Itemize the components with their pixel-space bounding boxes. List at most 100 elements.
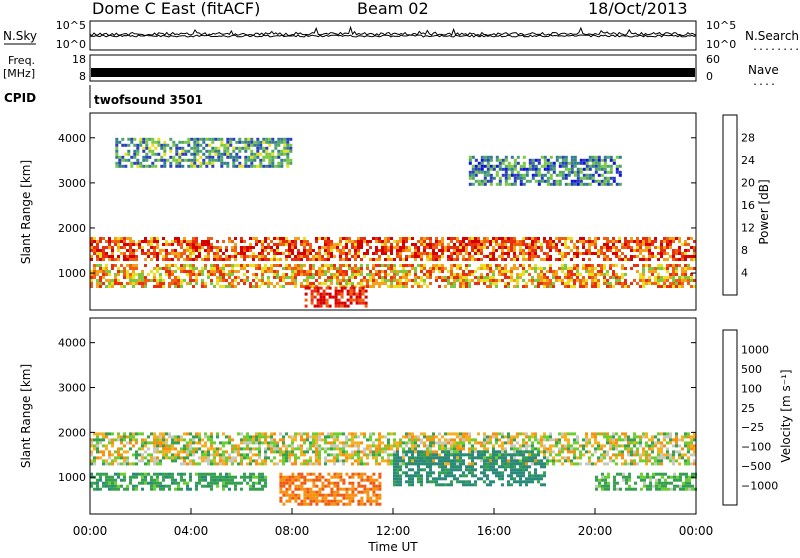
power-cell	[378, 276, 381, 279]
power-cell	[286, 156, 289, 159]
power-cell	[306, 249, 309, 252]
power-cell	[387, 267, 390, 270]
power-cell	[339, 237, 342, 240]
power-cell	[345, 282, 348, 285]
power-cell	[348, 279, 351, 282]
power-cell	[642, 243, 645, 246]
velocity-cell	[105, 432, 108, 435]
power-cell	[270, 246, 273, 249]
velocity-cell	[270, 459, 273, 462]
power-cell	[132, 279, 135, 282]
velocity-cell	[285, 476, 288, 479]
velocity-cell	[318, 476, 321, 479]
velocity-cell	[207, 462, 210, 465]
power-cell	[660, 243, 663, 246]
power-cell	[519, 249, 522, 252]
velocity-cell	[351, 485, 354, 488]
power-cell	[129, 252, 132, 255]
power-cell	[339, 264, 342, 267]
velocity-cell	[336, 503, 339, 506]
power-cell	[645, 246, 648, 249]
power-cell	[150, 270, 153, 273]
power-cell	[202, 147, 205, 150]
power-cell	[235, 159, 238, 162]
power-cell	[438, 243, 441, 246]
power-cell	[228, 270, 231, 273]
power-cell	[399, 237, 402, 240]
power-cell	[609, 282, 612, 285]
velocity-cell	[234, 485, 237, 488]
velocity-cell	[240, 453, 243, 456]
power-cell	[276, 273, 279, 276]
velocity-cell	[324, 494, 327, 497]
power-cell	[211, 150, 214, 153]
power-cell	[576, 249, 579, 252]
power-cell	[447, 243, 450, 246]
power-cell	[246, 255, 249, 258]
power-cell	[469, 177, 472, 180]
power-cell	[639, 240, 642, 243]
power-cell	[318, 273, 321, 276]
power-cell	[523, 162, 526, 165]
velocity-cell	[615, 462, 618, 465]
power-cell	[142, 138, 145, 141]
power-cell	[156, 255, 159, 258]
power-cell	[193, 156, 196, 159]
cpid-label: CPID	[4, 91, 36, 105]
velocity-cell	[390, 447, 393, 450]
power-cell	[359, 293, 362, 296]
velocity-cell	[363, 453, 366, 456]
velocity-cell	[291, 494, 294, 497]
velocity-cell	[594, 462, 597, 465]
power-cell	[151, 153, 154, 156]
velocity-cell	[489, 441, 492, 444]
power-cell	[538, 171, 541, 174]
power-cell	[559, 171, 562, 174]
power-cell	[505, 180, 508, 183]
velocity-cell	[360, 491, 363, 494]
power-cell	[280, 150, 283, 153]
velocity-cell	[474, 450, 477, 453]
power-cell	[456, 267, 459, 270]
velocity-cell	[567, 444, 570, 447]
velocity-cell	[552, 459, 555, 462]
power-cell	[543, 267, 546, 270]
power-cell	[321, 282, 324, 285]
power-cell	[246, 264, 249, 267]
power-cell	[496, 171, 499, 174]
power-cell	[411, 267, 414, 270]
velocity-cell	[429, 453, 432, 456]
velocity-cell	[420, 459, 423, 462]
velocity-cell	[243, 479, 246, 482]
power-cell	[111, 285, 114, 288]
power-cell	[571, 162, 574, 165]
velocity-cell	[468, 435, 471, 438]
velocity-cell	[348, 432, 351, 435]
power-cell	[336, 270, 339, 273]
power-cell	[669, 237, 672, 240]
power-cell	[565, 159, 568, 162]
power-cell	[111, 264, 114, 267]
power-cell	[294, 267, 297, 270]
velocity-cell	[234, 450, 237, 453]
power-cell	[456, 264, 459, 267]
velocity-cell	[216, 447, 219, 450]
power-cell	[267, 243, 270, 246]
velocity-cell	[480, 459, 483, 462]
power-cell	[516, 276, 519, 279]
power-cell	[639, 273, 642, 276]
power-cell	[642, 237, 645, 240]
power-cell	[556, 174, 559, 177]
velocity-cell	[315, 459, 318, 462]
velocity-cell	[297, 456, 300, 459]
velocity-cell	[399, 480, 402, 483]
power-cell	[195, 243, 198, 246]
velocity-cell	[255, 482, 258, 485]
velocity-cell	[576, 462, 579, 465]
velocity-cell	[189, 432, 192, 435]
velocity-cell	[288, 488, 291, 491]
power-cell	[120, 252, 123, 255]
power-cell	[279, 279, 282, 282]
velocity-cell	[399, 474, 402, 477]
power-cell	[531, 255, 534, 258]
